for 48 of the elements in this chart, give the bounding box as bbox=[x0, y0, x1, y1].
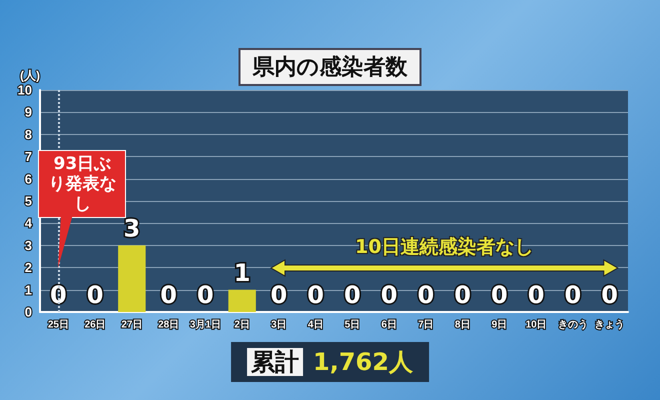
data-label: 0 bbox=[50, 281, 67, 309]
annotation: 93日ぶり発表なし bbox=[48, 154, 116, 214]
data-label: 0 bbox=[197, 281, 214, 309]
x-tick-label: 8日 bbox=[454, 320, 470, 330]
x-tick-label: 6日 bbox=[381, 320, 397, 330]
chart-title: 県内の感染者数 bbox=[238, 48, 422, 86]
data-label: 0 bbox=[454, 281, 471, 309]
x-tick-label: 3日 bbox=[271, 320, 287, 330]
x-tick-label: きょう bbox=[594, 320, 625, 330]
y-tick-label: 7 bbox=[24, 149, 32, 164]
data-label: 1 bbox=[234, 258, 250, 287]
x-tick-label: 7日 bbox=[418, 320, 434, 330]
y-tick-label: 1 bbox=[24, 282, 32, 298]
y-tick-label: 9 bbox=[24, 104, 32, 120]
data-label: 0 bbox=[380, 281, 398, 309]
data-label: 0 bbox=[344, 281, 361, 309]
x-tick-label: 2日 bbox=[234, 320, 250, 330]
x-tick-label: 4日 bbox=[308, 320, 324, 330]
y-tick-label: 6 bbox=[24, 171, 32, 186]
x-tick-label: 25日 bbox=[48, 320, 69, 330]
x-tick-label: 28日 bbox=[158, 320, 180, 330]
y-axis-title: (人) bbox=[20, 68, 40, 83]
y-tick-label: 10 bbox=[18, 82, 32, 98]
y-tick-label: 5 bbox=[24, 194, 32, 208]
x-tick-label: きのう bbox=[558, 320, 588, 330]
x-tick-label: 9日 bbox=[492, 320, 508, 330]
data-label: 0 bbox=[418, 281, 434, 309]
y-tick-label: 2 bbox=[24, 260, 32, 276]
annotation: 10日連続感染者なし bbox=[355, 234, 534, 260]
x-tick-label: 3月1日 bbox=[190, 320, 221, 330]
data-label: 0 bbox=[307, 281, 324, 309]
data-label: 0 bbox=[160, 281, 177, 309]
x-tick-label: 27日 bbox=[121, 320, 142, 330]
data-label: 3 bbox=[124, 214, 140, 242]
data-label: 0 bbox=[491, 281, 508, 309]
y-tick-label: 8 bbox=[24, 126, 32, 142]
text: 累計 1,762人 bbox=[250, 348, 413, 376]
y-tick-label: 4 bbox=[24, 216, 33, 231]
x-tick-label: 26日 bbox=[84, 320, 106, 330]
y-tick-label: 0 bbox=[24, 304, 32, 320]
data-label: 0 bbox=[564, 281, 582, 309]
y-tick-label: 3 bbox=[24, 238, 32, 253]
data-label: 0 bbox=[601, 281, 618, 309]
x-tick-label: 5日 bbox=[344, 320, 360, 330]
data-label: 0 bbox=[86, 281, 104, 309]
data-label: 0 bbox=[528, 281, 544, 309]
data-label: 0 bbox=[270, 281, 288, 309]
x-tick-label: 10日 bbox=[526, 320, 547, 330]
